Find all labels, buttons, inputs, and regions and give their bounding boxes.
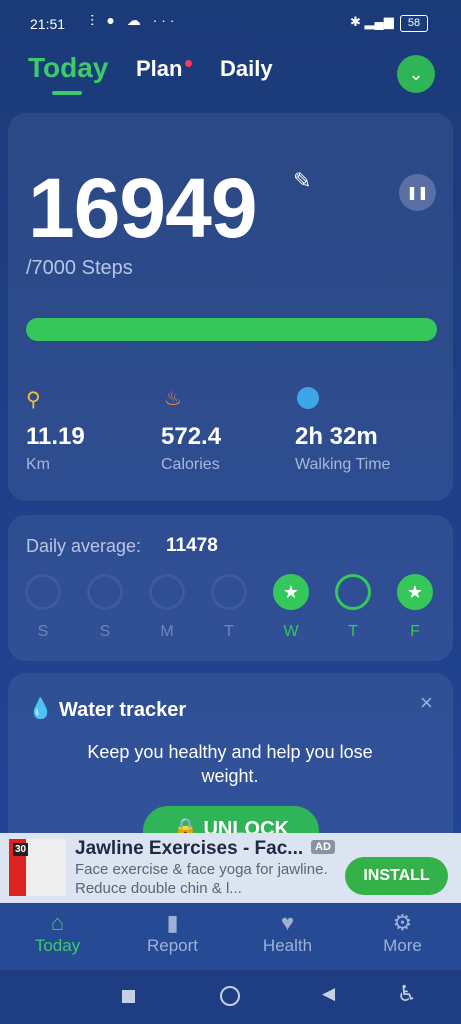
day-label: T [348, 623, 358, 640]
day-circle [25, 574, 61, 610]
recents-button[interactable] [122, 990, 135, 1003]
edit-icon[interactable]: ✎ [293, 168, 312, 193]
steps-card [8, 113, 453, 501]
day-label: F [410, 623, 420, 640]
day[interactable]: S [70, 574, 140, 641]
average-value: 11478 [166, 535, 218, 556]
ad-title: Jawline Exercises - Fac... [75, 838, 304, 859]
nav-today[interactable]: ⌂ Today [0, 910, 115, 956]
status-time: 21:51 [30, 16, 66, 32]
nav-report[interactable]: ▮ Report [115, 910, 230, 956]
progress-bar [26, 318, 437, 341]
nav-label: More [383, 936, 422, 955]
day-circle: ★ [273, 574, 309, 610]
nav-health[interactable]: ♥ Health [230, 910, 345, 956]
water-text: Keep you healthy and help you lose weigh… [87, 742, 373, 786]
calories-icon: ♨ [164, 388, 182, 410]
tab-plan[interactable]: Plan [136, 56, 183, 81]
day-label: S [99, 623, 111, 640]
tab-indicator [52, 91, 82, 95]
nav-label: Today [34, 936, 81, 955]
nav-label: Health [262, 936, 313, 955]
stat-label: Calories [161, 456, 220, 473]
day-circle: ★ [397, 574, 433, 610]
ad-text: Face exercise & face yoga for jawline. R… [75, 861, 328, 897]
install-button[interactable]: INSTALL [345, 857, 448, 895]
step-count: 16949 [28, 161, 258, 255]
water-title: Water tracker [59, 699, 187, 721]
accessibility-button[interactable]: ♿ [397, 981, 417, 1006]
bottom-nav [0, 903, 461, 970]
nav-label: Report [146, 936, 199, 955]
notification-dot [185, 60, 192, 67]
day-circle [335, 574, 371, 610]
day-circle [211, 574, 247, 610]
day-circle [87, 574, 123, 610]
average-label: Daily average: [26, 536, 142, 556]
day[interactable]: ★ W [256, 574, 326, 641]
close-button[interactable]: × [420, 690, 433, 715]
day-label: S [37, 623, 49, 640]
tab-today[interactable]: Today [28, 52, 109, 83]
back-button[interactable]: ◀ [322, 984, 336, 1003]
day-label: M [160, 623, 174, 640]
day[interactable]: T [318, 574, 388, 641]
day[interactable]: T [194, 574, 264, 641]
tab-daily[interactable]: Daily [220, 56, 273, 81]
time-icon [297, 387, 319, 409]
water-icon: 💧 [28, 698, 53, 720]
day-label: T [224, 623, 234, 640]
day[interactable]: S [8, 574, 78, 641]
day-label: W [283, 623, 299, 640]
day[interactable]: M [132, 574, 202, 641]
pause-button[interactable]: ❚❚ [399, 174, 436, 211]
ad-icon-number: 30 [13, 843, 29, 856]
stat-label: Km [26, 456, 50, 473]
signal-icons: ✱ ▂▄▆ [350, 14, 394, 29]
ad-badge: AD [311, 840, 335, 854]
day[interactable]: ★ F [380, 574, 450, 641]
stat-value: 2h 32m [295, 423, 378, 450]
stat-value: 572.4 [161, 423, 222, 450]
stat-value: 11.19 [26, 423, 85, 450]
step-goal: /7000 Steps [26, 257, 133, 279]
battery: 58 [400, 15, 428, 32]
home-button[interactable] [220, 986, 240, 1006]
distance-icon: ⚲ [26, 389, 41, 411]
status-icons: ⵗ ● ☁ ··· [90, 12, 179, 28]
day-circle [149, 574, 185, 610]
stat-label: Walking Time [295, 456, 391, 473]
dropdown-button[interactable]: ⌄ [397, 55, 435, 93]
nav-more[interactable]: ⚙ More [345, 910, 460, 956]
